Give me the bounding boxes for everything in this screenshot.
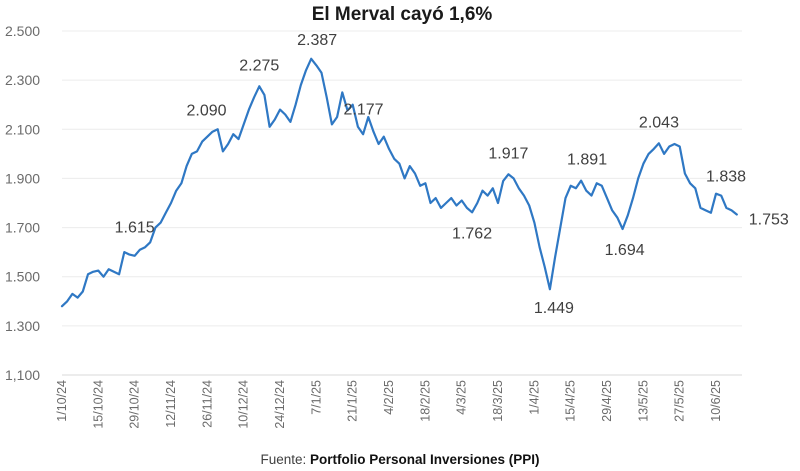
y-tick-label: 1.500 — [5, 269, 40, 285]
y-tick-label: 1,100 — [5, 367, 40, 383]
y-tick-label: 1.700 — [5, 220, 40, 236]
x-tick-label: 29/4/25 — [600, 380, 614, 422]
x-tick-label: 26/11/24 — [200, 380, 214, 428]
data-label: 2.043 — [639, 114, 679, 131]
data-label: 2.275 — [239, 57, 279, 74]
y-axis: 1,100 1.300 1.500 1.700 1.900 2.100 2.300 2.500 — [5, 23, 40, 383]
x-axis: 1/10/24 15/10/24 29/10/24 12/11/24 26/11/24 1… — [55, 380, 723, 429]
y-tick-label: 2.500 — [5, 23, 40, 39]
data-label: 2.090 — [187, 103, 227, 120]
source-note: Fuente: Portfolio Personal Inversiones (… — [0, 452, 800, 467]
y-tick-label: 1.300 — [5, 318, 40, 334]
x-tick-label: 18/3/25 — [491, 380, 505, 422]
x-tick-label: 18/2/25 — [418, 380, 432, 422]
data-label: 1.615 — [115, 219, 155, 236]
x-tick-label: 12/11/24 — [164, 380, 178, 428]
chart-title: El Merval cayó 1,6% — [312, 4, 493, 25]
grid-layer — [62, 30, 742, 376]
x-tick-label: 15/4/25 — [564, 380, 578, 422]
x-tick-label: 24/12/24 — [273, 380, 287, 429]
data-label: 1.753 — [749, 212, 789, 229]
data-label: 1.891 — [567, 152, 607, 169]
x-tick-label: 1/4/25 — [527, 380, 541, 415]
source-name: Portfolio Personal Inversiones (PPI) — [309, 452, 540, 467]
y-tick-label: 2.300 — [5, 72, 40, 88]
source-prefix: Fuente: — [260, 452, 310, 467]
x-tick-label: 15/10/24 — [91, 380, 105, 429]
x-tick-label: 13/5/25 — [636, 380, 650, 422]
data-label: 1.449 — [534, 300, 574, 317]
x-tick-label: 7/1/25 — [309, 380, 323, 415]
x-tick-label: 10/12/24 — [237, 380, 251, 429]
series-layer — [60, 57, 738, 308]
data-label: 2.387 — [297, 32, 337, 49]
y-tick-label: 1.900 — [5, 170, 40, 186]
merval-series-line — [60, 57, 738, 308]
x-tick-label: 10/6/25 — [709, 380, 723, 422]
x-tick-label: 4/3/25 — [455, 380, 469, 415]
x-tick-label: 4/2/25 — [382, 380, 396, 415]
data-label: 2.177 — [343, 101, 383, 118]
y-tick-label: 2.100 — [5, 121, 40, 137]
x-tick-label: 29/10/24 — [128, 380, 142, 429]
x-tick-label: 21/1/25 — [346, 380, 360, 422]
x-tick-label: 1/10/24 — [55, 380, 69, 422]
data-label: 1.838 — [706, 169, 746, 186]
x-tick-label: 27/5/25 — [673, 380, 687, 422]
data-labels: 1.615 2.090 2.275 2.387 2.177 1.762 1.917 1.449… — [115, 32, 789, 317]
data-label: 1.917 — [488, 145, 528, 162]
data-label: 1.694 — [605, 242, 645, 259]
data-label: 1.762 — [452, 225, 492, 242]
